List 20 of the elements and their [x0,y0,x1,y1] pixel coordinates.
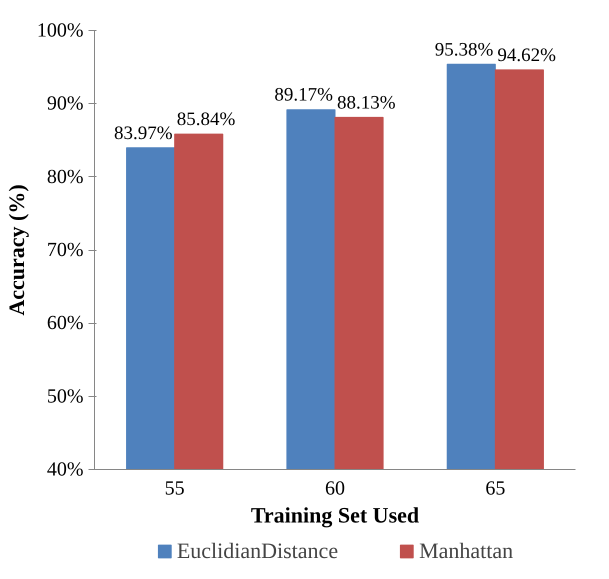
x-axis-title: Training Set Used [250,502,420,528]
x-tick-label: 55 [164,478,185,500]
x-tick-label: 65 [485,478,506,500]
x-tick-label: 60 [325,478,345,500]
data-label: 85.84% [176,109,236,130]
y-tick-label: 40% [46,458,84,480]
data-label: 89.17% [274,84,334,106]
legend-label: EuclidianDistance [176,538,338,564]
y-axis-title: Accuracy (%) [4,184,29,316]
legend-label: Manhattan [419,538,514,564]
y-tick-label: 70% [46,239,84,261]
y-tick-label: 60% [46,312,84,334]
data-label: 88.13% [337,92,396,114]
data-label: 94.62% [497,44,556,66]
data-label: 83.97% [114,122,173,144]
y-tick-label: 80% [46,166,84,188]
y-tick-label: 50% [46,385,84,408]
y-tick-label: 90% [46,92,84,115]
data-label: 95.38% [434,39,494,60]
y-tick-label: 100% [36,20,84,42]
